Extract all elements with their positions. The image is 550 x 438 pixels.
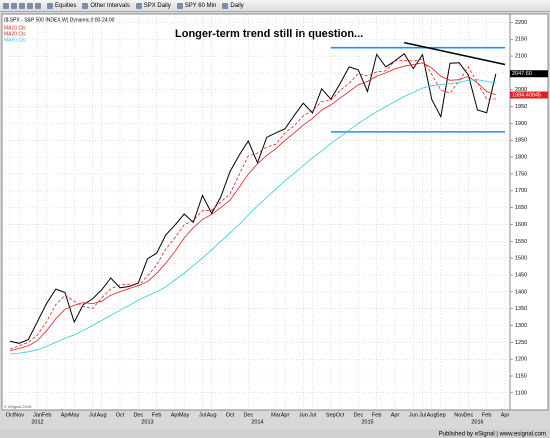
price-tag — [510, 70, 548, 78]
y-tick-label: 2150 — [515, 37, 527, 43]
y-tick-label: 1600 — [515, 222, 527, 228]
x-tick-label: Nov — [454, 412, 464, 418]
y-tick-label: 1350 — [515, 306, 527, 312]
x-tick-label: Jan — [33, 412, 42, 418]
x-tick-label: Dec — [463, 412, 473, 418]
x-tick-label: Oct — [116, 412, 125, 418]
year-label: 2013 — [141, 419, 153, 425]
y-tick-label: 1400 — [515, 289, 527, 295]
trend-line — [403, 41, 506, 66]
y-tick-label: 1800 — [515, 155, 527, 161]
series-line — [9, 58, 496, 350]
y-tick-label: 1650 — [515, 205, 527, 211]
x-tick-label: Dec — [353, 412, 363, 418]
y-tick-label: 1750 — [515, 171, 527, 177]
x-tick-label: Mar — [271, 412, 281, 418]
toolbar-item[interactable]: SPY 60 Min — [176, 2, 216, 9]
year-label: 2015 — [361, 419, 373, 425]
toolbar-item[interactable]: Other Intervals — [82, 2, 130, 9]
x-tick-label: Jun — [409, 412, 418, 418]
year-label: 2014 — [251, 419, 263, 425]
series-line — [9, 79, 496, 355]
y-tick-label: 1500 — [515, 256, 527, 262]
x-tick-label: Sep — [436, 412, 446, 418]
y-tick-label: 1850 — [515, 138, 527, 144]
footer: Published by eSignal | www.esignal.com — [439, 432, 546, 438]
x-tick-label: Aug — [427, 412, 437, 418]
y-tick-label: 1900 — [515, 121, 527, 127]
x-tick-label: Nov — [14, 412, 24, 418]
legend-entry: MA10.Cls — [4, 25, 26, 31]
x-tick-label: Jul — [309, 412, 316, 418]
x-tick-label: Apr — [61, 412, 70, 418]
x-tick-label: Jul — [419, 412, 426, 418]
y-tick-label: 1200 — [515, 357, 527, 363]
x-tick-label: Sep — [326, 412, 336, 418]
x-tick-label: Apr — [501, 412, 510, 418]
x-tick-label: Oct — [336, 412, 345, 418]
footer-bar — [0, 429, 550, 438]
x-tick-label: Aug — [207, 412, 217, 418]
x-tick-label: May — [69, 412, 80, 418]
x-tick-label: Jul — [199, 412, 206, 418]
x-tick-label: May — [179, 412, 190, 418]
toolbar-item[interactable]: Daily — [222, 2, 244, 9]
x-tick-label: Feb — [42, 412, 51, 418]
price-tag — [510, 91, 548, 99]
x-tick-label: Apr — [171, 412, 180, 418]
toolbar-item[interactable]: SPX Daily — [135, 2, 171, 9]
toolbar: Equities Other Intervals SPX Daily SPY 6… — [0, 0, 550, 12]
chart: ($.SPX - S&P 500 INDEX,W) Dynamic,0:00-2… — [0, 13, 550, 438]
legend-entry: MA50.Cls — [4, 37, 26, 43]
x-tick-label: Feb — [482, 412, 491, 418]
price-axis — [509, 13, 549, 411]
toolbar-item[interactable]: Equities — [47, 2, 76, 9]
plot-area — [1, 13, 511, 411]
x-tick-label: Feb — [372, 412, 381, 418]
legend-entry: MA20.Cls — [4, 31, 26, 37]
y-tick-label: 1950 — [515, 104, 527, 110]
y-tick-label: 1550 — [515, 239, 527, 245]
year-label: 2016 — [471, 419, 483, 425]
price-tag-label: 1984.40945 — [512, 92, 541, 98]
y-tick-label: 2000 — [515, 87, 527, 93]
x-tick-label: Apr — [391, 412, 400, 418]
y-tick-label: 1300 — [515, 323, 527, 329]
series-line — [9, 52, 497, 344]
y-tick-label: 1700 — [515, 188, 527, 194]
tool-icons — [3, 2, 41, 9]
x-tick-label: Aug — [97, 412, 107, 418]
x-tick-label: Oct — [6, 412, 15, 418]
y-tick-label: 1450 — [515, 272, 527, 278]
x-tick-label: Apr — [281, 412, 290, 418]
copyright: © eSignal 2016 — [4, 404, 32, 409]
x-tick-label: Dec — [243, 412, 253, 418]
x-tick-label: Dec — [133, 412, 143, 418]
year-label: 2012 — [31, 419, 43, 425]
x-tick-label: Feb — [152, 412, 161, 418]
annotation: Longer-term trend still in question... — [175, 28, 363, 40]
y-tick-label: 2200 — [515, 20, 527, 26]
y-tick-label: 2100 — [515, 54, 527, 60]
x-tick-label: Oct — [226, 412, 235, 418]
y-tick-label: 1250 — [515, 340, 527, 346]
y-tick-label: 1150 — [515, 373, 527, 379]
y-tick-label: 1100 — [515, 390, 527, 396]
series-line — [9, 62, 496, 352]
x-tick-label: Jun — [299, 412, 308, 418]
chart-subtitle: ($.SPX - S&P 500 INDEX,W) Dynamic,0:00-2… — [4, 17, 115, 23]
price-tag-label: 2047.60 — [512, 71, 532, 77]
x-tick-label: Jul — [89, 412, 96, 418]
